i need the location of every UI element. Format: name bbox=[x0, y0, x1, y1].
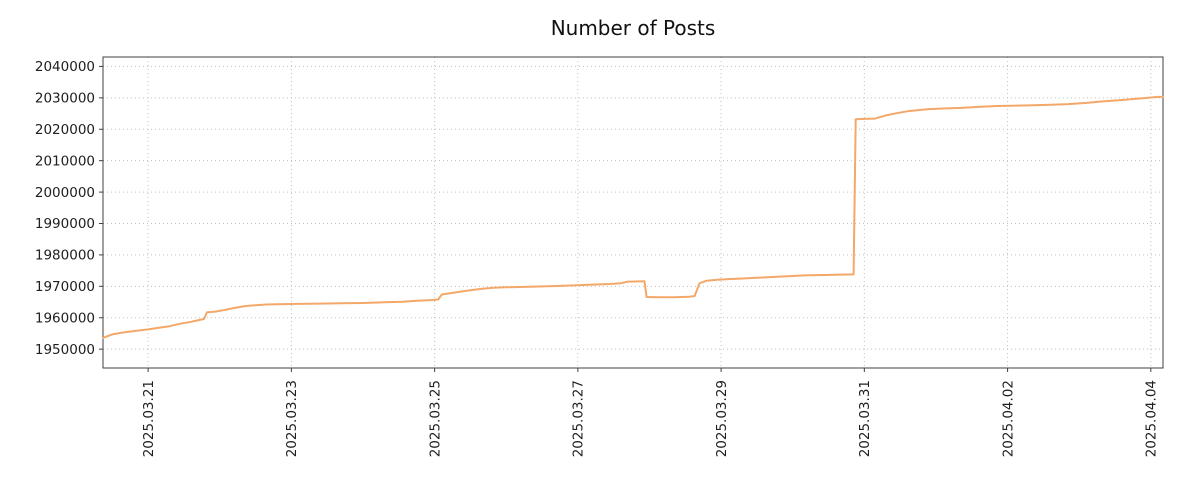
x-tick-label: 2025.04.04 bbox=[1144, 380, 1160, 457]
x-tick-label: 2025.03.23 bbox=[284, 380, 300, 457]
data-line bbox=[102, 95, 1164, 339]
y-tick-label: 1960000 bbox=[35, 310, 95, 326]
x-tick-label: 2025.04.02 bbox=[1000, 380, 1016, 457]
x-tick-label: 2025.03.29 bbox=[714, 380, 730, 457]
x-tick-label: 2025.03.31 bbox=[857, 380, 873, 457]
x-tick-label: 2025.03.27 bbox=[571, 380, 587, 457]
chart-title: Number of Posts bbox=[550, 16, 716, 40]
x-tick-label: 2025.03.21 bbox=[141, 380, 157, 457]
y-tick-label: 1980000 bbox=[35, 248, 95, 264]
y-tick-label: 2040000 bbox=[35, 59, 95, 75]
y-tick-label: 2010000 bbox=[35, 153, 95, 169]
plot-border bbox=[102, 56, 1164, 369]
y-tick-label: 2030000 bbox=[35, 91, 95, 107]
y-tick-label: 1970000 bbox=[35, 279, 95, 295]
y-tick-label: 1990000 bbox=[35, 216, 95, 232]
y-tick-label: 1950000 bbox=[35, 342, 95, 358]
y-tick-label: 2020000 bbox=[35, 122, 95, 138]
x-tick-label: 2025.03.25 bbox=[427, 380, 443, 457]
y-tick-label: 2000000 bbox=[35, 185, 95, 201]
